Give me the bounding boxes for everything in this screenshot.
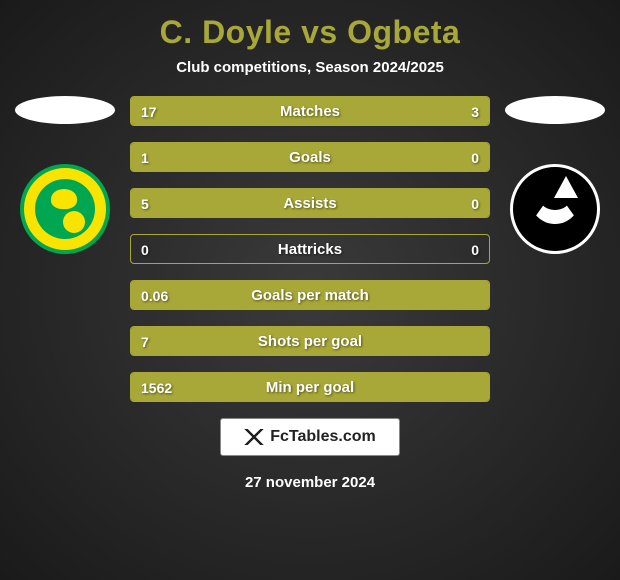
stat-row: Matches17 3 bbox=[130, 96, 490, 126]
stat-label: Hattricks bbox=[131, 235, 489, 264]
stat-row: Shots per goal7 bbox=[130, 326, 490, 356]
stat-value-right: 0 bbox=[461, 235, 489, 264]
stat-value-left: 1562 bbox=[131, 373, 182, 402]
stat-value-left: 17 bbox=[131, 97, 167, 126]
right-player-column bbox=[500, 96, 610, 254]
stat-value-left: 0 bbox=[131, 235, 159, 264]
stat-label: Matches bbox=[131, 97, 489, 126]
stat-label: Min per goal bbox=[131, 373, 489, 402]
stat-value-left: 1 bbox=[131, 143, 159, 172]
stat-value-right: 3 bbox=[461, 97, 489, 126]
stat-value-right: 0 bbox=[461, 189, 489, 218]
stat-value-right: 0 bbox=[461, 143, 489, 172]
fctables-logo[interactable]: FcTables.com bbox=[220, 418, 400, 456]
club-badge-right bbox=[510, 164, 600, 254]
stat-row: Goals per match0.06 bbox=[130, 280, 490, 310]
stat-label: Assists bbox=[131, 189, 489, 218]
date-label: 27 november 2024 bbox=[0, 474, 620, 491]
stat-bars: Matches173Goals10Assists50Hattricks00Goa… bbox=[130, 96, 490, 402]
player-photo-placeholder-right bbox=[505, 96, 605, 124]
stat-value-left: 0.06 bbox=[131, 281, 178, 310]
chart-icon bbox=[244, 429, 264, 445]
left-player-column bbox=[10, 96, 120, 254]
sail-icon bbox=[554, 176, 578, 198]
logo-text: FcTables.com bbox=[270, 428, 376, 446]
stat-row: Hattricks0 0 bbox=[130, 234, 490, 264]
canary-icon bbox=[51, 189, 77, 209]
stat-row: Assists5 0 bbox=[130, 188, 490, 218]
stat-value-left: 5 bbox=[131, 189, 159, 218]
stat-label: Goals bbox=[131, 143, 489, 172]
stat-row: Goals1 0 bbox=[130, 142, 490, 172]
page-title: C. Doyle vs Ogbeta bbox=[0, 0, 620, 51]
club-badge-left bbox=[20, 164, 110, 254]
subtitle: Club competitions, Season 2024/2025 bbox=[0, 59, 620, 76]
player-photo-placeholder-left bbox=[15, 96, 115, 124]
comparison-area: Matches173Goals10Assists50Hattricks00Goa… bbox=[0, 96, 620, 402]
stat-row: Min per goal1562 bbox=[130, 372, 490, 402]
ball-icon bbox=[63, 211, 85, 233]
stat-label: Shots per goal bbox=[131, 327, 489, 356]
stat-label: Goals per match bbox=[131, 281, 489, 310]
stat-value-left: 7 bbox=[131, 327, 159, 356]
